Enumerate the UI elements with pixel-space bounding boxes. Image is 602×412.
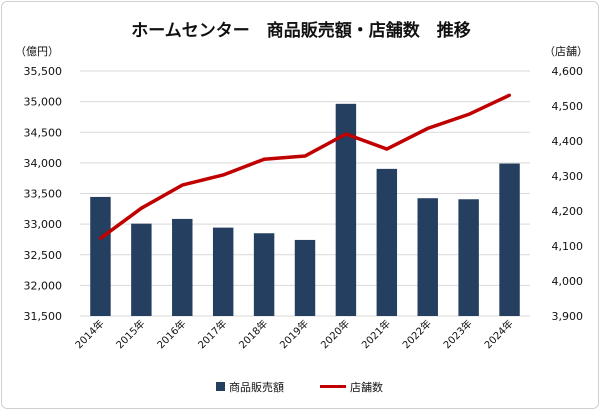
right-tick-label: 4,400 — [552, 135, 584, 148]
right-tick-label: 4,200 — [552, 205, 584, 218]
x-tick-label: 2019年 — [277, 317, 311, 351]
right-tick-label: 3,900 — [552, 310, 584, 323]
line-point-2016年 — [180, 183, 184, 187]
right-tick-label: 4,000 — [552, 275, 584, 288]
bar-2023年 — [458, 199, 479, 316]
x-tick-label: 2017年 — [195, 317, 229, 351]
legend-swatch-sales — [216, 382, 225, 391]
bar-2020年 — [335, 103, 357, 316]
x-tick-label: 2021年 — [359, 317, 393, 351]
bar-2022年 — [417, 198, 438, 316]
right-tick-label: 4,500 — [552, 100, 584, 113]
right-axis-unit: （店舗） — [544, 44, 588, 58]
left-tick-label: 34,000 — [24, 157, 63, 170]
bar-2018年 — [253, 233, 275, 316]
left-tick-label: 34,500 — [24, 126, 63, 139]
legend-label-stores: 店舗数 — [350, 380, 383, 394]
bar-2017年 — [212, 227, 234, 316]
x-tick-label: 2020年 — [318, 317, 352, 351]
left-axis-unit: （億円） — [15, 45, 59, 58]
legend: 商品販売額 店舗数 — [216, 380, 383, 394]
left-tick-label: 33,000 — [24, 218, 63, 231]
left-tick-label: 35,500 — [24, 65, 63, 78]
bar-2015年 — [131, 223, 152, 316]
left-tick-label: 32,000 — [24, 279, 63, 292]
line-point-2023年 — [467, 112, 471, 116]
bar-2014年 — [90, 196, 111, 316]
right-tick-label: 4,300 — [552, 170, 584, 183]
line-point-2020年 — [344, 132, 348, 136]
bar-2021年 — [376, 168, 398, 316]
x-tick-label: 2024年 — [481, 317, 515, 351]
x-tick-label: 2016年 — [154, 317, 188, 351]
line-point-2024年 — [508, 93, 512, 97]
line-point-2014年 — [98, 236, 102, 240]
left-tick-label: 32,500 — [24, 249, 63, 262]
x-tick-label: 2023年 — [440, 317, 474, 351]
x-tick-label: 2014年 — [72, 317, 106, 351]
line-point-2021年 — [385, 147, 389, 151]
line-series-stores — [99, 93, 511, 240]
chart-title: ホームセンター 商品販売額・店舗数 推移 — [131, 20, 471, 41]
bar-2024年 — [499, 163, 520, 316]
x-tick-label: 2018年 — [236, 317, 270, 351]
left-tick-label: 31,500 — [24, 310, 63, 323]
line-point-2015年 — [139, 206, 143, 210]
right-tick-label: 4,100 — [552, 240, 584, 253]
x-tick-label: 2015年 — [113, 317, 147, 351]
line-point-2019年 — [303, 154, 307, 158]
left-tick-label: 33,500 — [24, 188, 63, 201]
bar-2016年 — [172, 218, 193, 316]
x-tick-label: 2022年 — [400, 317, 434, 351]
line-point-2017年 — [221, 173, 225, 177]
bar-2019年 — [294, 239, 316, 316]
left-tick-label: 35,000 — [24, 96, 63, 109]
line-point-2022年 — [426, 126, 430, 130]
line-point-2018年 — [262, 157, 266, 161]
right-tick-label: 4,600 — [552, 65, 584, 78]
legend-label-sales: 商品販売額 — [229, 380, 284, 394]
